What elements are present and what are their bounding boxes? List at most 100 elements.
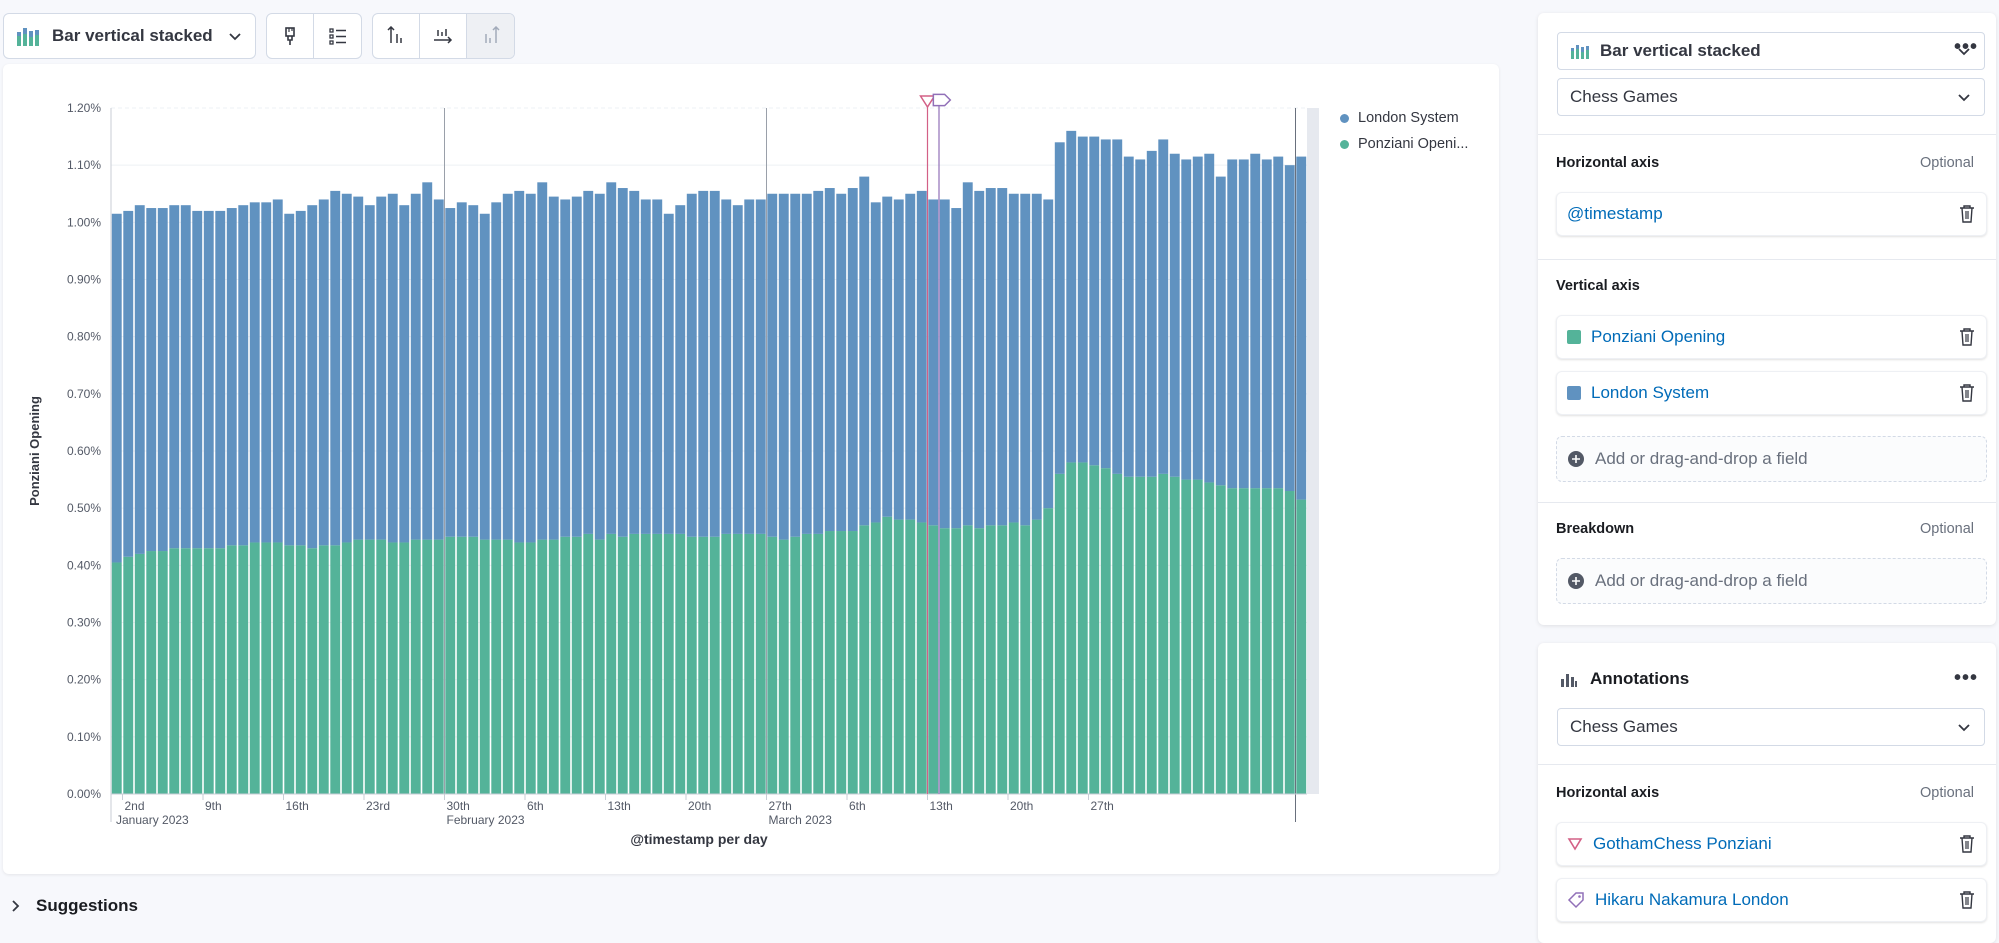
horizontal-axis-label: Horizontal axis (1556, 155, 1660, 171)
paintbrush-button[interactable] (267, 14, 314, 58)
bar-ponziani (203, 548, 214, 794)
annotations-data-view-select[interactable]: Chess Games (1557, 708, 1985, 746)
bar-ponziani (1077, 462, 1088, 794)
add-vertical-field[interactable]: Add or drag-and-drop a field (1556, 436, 1987, 482)
bar-london (1261, 159, 1272, 489)
trash-icon[interactable] (1958, 383, 1976, 403)
bar-ponziani (525, 542, 536, 794)
optional-label: Optional (1919, 521, 1974, 537)
bar-ponziani (813, 533, 824, 794)
add-breakdown-field[interactable]: Add or drag-and-drop a field (1556, 558, 1987, 604)
bar-london (1100, 139, 1111, 469)
bar-ponziani (341, 542, 352, 794)
bar-ponziani (1008, 522, 1019, 794)
bar-ponziani (330, 545, 341, 794)
layer-chart-type-select[interactable]: Bar vertical stacked (1557, 32, 1985, 70)
bar-ponziani (1284, 491, 1295, 794)
annotation-row-gothamchess[interactable]: GothamChess Ponziani (1556, 822, 1987, 866)
bar-ponziani (1146, 476, 1157, 794)
bar-london (1192, 156, 1203, 480)
chart-type-switcher[interactable]: Bar vertical stacked (3, 13, 256, 59)
bar-london (1043, 199, 1054, 509)
bar-stacked-icon (1571, 45, 1589, 59)
plus-circle-icon (1568, 573, 1584, 589)
chart-panel: 0.00% 0.10% 0.20% 0.30% 0.40% 0.50% 0.60% 0.70%… (3, 64, 1499, 874)
bar-london (399, 205, 410, 543)
bar-london (1020, 193, 1031, 526)
bar-london (951, 208, 962, 529)
trash-icon[interactable] (1958, 890, 1976, 910)
x-tick-label: 9th (205, 799, 222, 813)
bar-ponziani (606, 533, 617, 794)
x-axis-title: @timestamp per day (630, 831, 768, 847)
bar-london (928, 199, 939, 526)
vertical-axis-label: Vertical axis (1556, 278, 1640, 294)
x-tick-label: 20th (1010, 799, 1033, 813)
field-label: London System (1591, 383, 1710, 402)
bar-ponziani (744, 533, 755, 794)
bar-london (675, 205, 686, 534)
bar-ponziani (376, 539, 387, 794)
horizontal-field-timestamp[interactable]: @timestamp (1556, 192, 1987, 236)
bar-london (1158, 139, 1169, 474)
bar-london (1273, 156, 1284, 489)
bar-london (353, 196, 364, 540)
bar-ponziani (1261, 488, 1272, 794)
bar-london (284, 213, 295, 546)
bar-ponziani (560, 536, 571, 794)
bar-london (801, 193, 812, 534)
suggestions-toggle[interactable]: Suggestions (10, 896, 138, 916)
x-tick-sublabel: March 2023 (769, 813, 833, 827)
optional-label: Optional (1919, 155, 1974, 171)
bar-ponziani (249, 542, 260, 794)
bar-london (146, 208, 157, 552)
bar-ponziani (318, 545, 329, 794)
field-label: Ponziani Opening (1591, 327, 1726, 346)
bar-london (985, 188, 996, 526)
annotation-row-hikaru[interactable]: Hikaru Nakamura London (1556, 878, 1987, 922)
bar-london (525, 193, 536, 543)
bar-ponziani (1100, 468, 1111, 794)
annotation-tag-marker (932, 93, 952, 107)
legend-settings-button[interactable] (314, 14, 361, 58)
bar-ponziani (698, 536, 709, 794)
bar-london (433, 199, 444, 540)
y-tick-label: 0.80% (67, 330, 101, 344)
bar-london (272, 199, 283, 543)
bar-london (1146, 150, 1157, 477)
right-axis-icon (484, 26, 500, 43)
add-field-label: Add or drag-and-drop a field (1595, 449, 1808, 468)
bar-ponziani (985, 525, 996, 794)
trash-icon[interactable] (1958, 327, 1976, 347)
bar-ponziani (824, 531, 835, 794)
trash-icon[interactable] (1958, 204, 1976, 224)
y-axis-title: Ponziani Opening (27, 396, 42, 506)
annotations-actions-button[interactable]: ••• (1953, 667, 1978, 689)
bar-london (916, 190, 927, 523)
right-axis-button[interactable] (467, 14, 514, 58)
tag-icon (1567, 892, 1584, 909)
bar-ponziani (1066, 462, 1077, 794)
y-tick-label: 0.20% (67, 673, 101, 687)
bar-ponziani (893, 519, 904, 794)
legend-item-london[interactable]: London System (1340, 105, 1468, 131)
bar-london (870, 202, 881, 523)
bar-ponziani (146, 551, 157, 794)
bar-london (479, 213, 490, 540)
chart-toolbar: Bar vertical stacked (3, 13, 515, 59)
layer-actions-button[interactable]: ••• (1953, 36, 1978, 58)
vertical-field-london[interactable]: London System (1556, 371, 1987, 415)
bar-london (1238, 159, 1249, 489)
breakdown-label: Breakdown (1556, 521, 1635, 537)
bar-london (249, 202, 260, 543)
bar-ponziani (399, 542, 410, 794)
trash-icon[interactable] (1958, 834, 1976, 854)
legend-item-ponziani[interactable]: Ponziani Openi... (1340, 131, 1468, 157)
bottom-axis-icon (434, 29, 453, 44)
bar-london (456, 202, 467, 537)
data-view-select[interactable]: Chess Games (1557, 78, 1985, 116)
vertical-field-ponziani[interactable]: Ponziani Opening (1556, 315, 1987, 359)
bottom-axis-button[interactable] (420, 14, 467, 58)
left-axis-button[interactable] (373, 14, 420, 58)
data-view-label: Chess Games (1570, 87, 1678, 106)
